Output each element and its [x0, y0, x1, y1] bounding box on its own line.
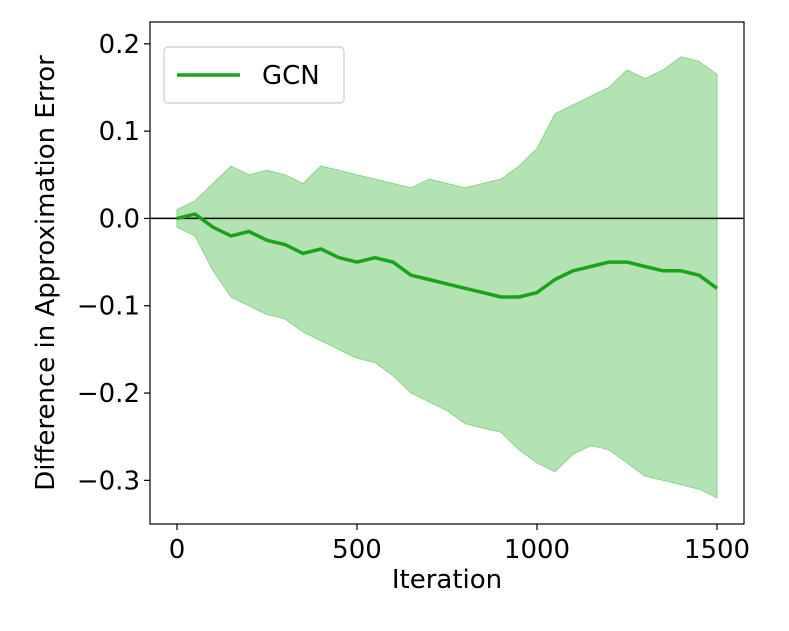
x-tick-label: 1500	[684, 535, 750, 565]
y-tick-label: 0.0	[99, 204, 140, 234]
x-tick-label: 500	[332, 535, 382, 565]
plot-frame	[149, 21, 745, 525]
x-tick-label: 0	[169, 535, 186, 565]
y-tick-label: 0.2	[99, 30, 140, 60]
series-line-gcn	[176, 212, 719, 299]
x-tick-label: 1000	[504, 535, 570, 565]
y-tick-label: 0.1	[99, 117, 140, 147]
confidence-band-gcn	[176, 56, 718, 499]
y-tick-label: −0.1	[77, 292, 140, 322]
band-layer	[176, 56, 718, 499]
y-tick-label: −0.2	[77, 379, 140, 409]
legend-box	[163, 46, 345, 104]
x-axis-label: Iteration	[392, 565, 502, 595]
legend: GCN	[163, 46, 345, 104]
y-axis-label: Difference in Approximation Error	[31, 55, 61, 491]
x-axis-ticks: 0 500 1000 1500	[169, 524, 750, 565]
line-layer	[176, 212, 719, 299]
y-axis-ticks: 0.2 0.1 0.0 −0.1 −0.2 −0.3	[77, 30, 150, 496]
y-tick-label: −0.3	[77, 466, 140, 496]
legend-label-gcn: GCN	[262, 61, 320, 91]
